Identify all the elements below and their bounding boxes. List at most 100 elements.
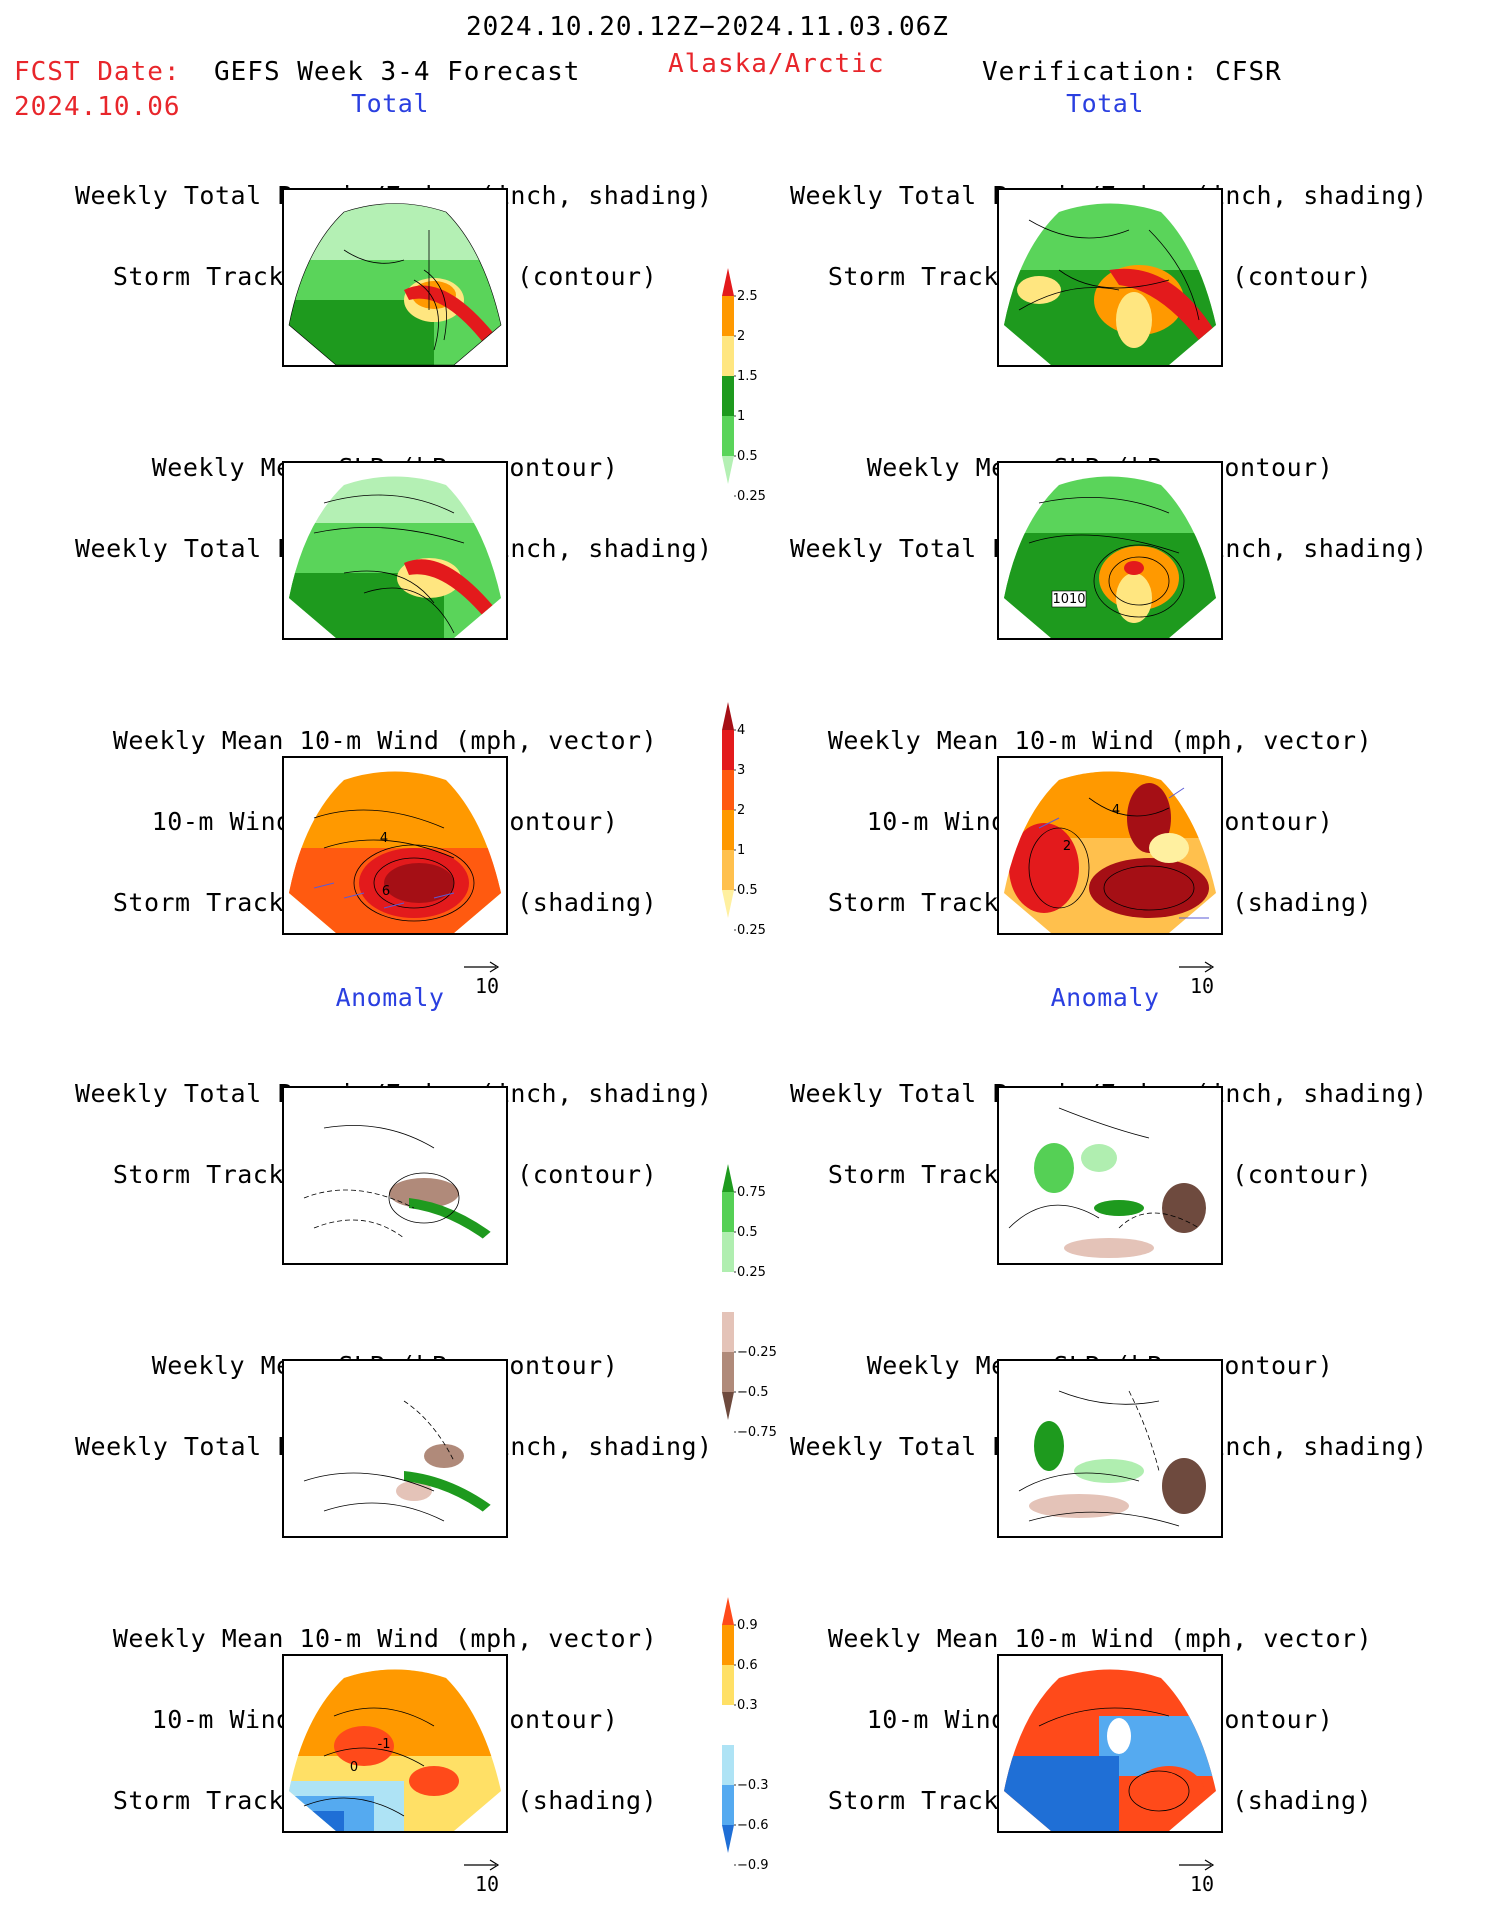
right-arrow-icon	[1179, 1859, 1215, 1871]
colorbar-swatch	[722, 1745, 734, 1785]
vector-reference-label: 10	[474, 1872, 500, 1896]
section-anomaly-right: Anomaly	[1050, 983, 1160, 1012]
right-arrow-icon	[464, 1859, 500, 1871]
colorbar-label: −0.6	[737, 1818, 769, 1833]
contour-lines	[1008, 1107, 1200, 1229]
colorbar-swatch	[722, 730, 734, 770]
vector-reference: 10	[1177, 960, 1237, 1000]
colorbar-label: 0.3	[737, 1698, 758, 1713]
map-canvas	[289, 476, 501, 638]
colorbar-label: 0.5	[737, 1225, 758, 1240]
map-canvas	[1004, 203, 1216, 365]
map-wind-total-verification: 4 2	[997, 756, 1223, 935]
map-wind-total-forecast: 4 6	[282, 756, 508, 935]
map-canvas: 4 2	[1004, 771, 1216, 933]
contour-lines	[303, 1707, 435, 1817]
wind-vectors	[1038, 787, 1209, 919]
contour-label: 4	[1112, 803, 1120, 818]
fcst-date-label: FCST Date:	[14, 57, 181, 87]
colorbar-swatch	[722, 850, 734, 890]
colorbar-svg: 0.75 0.5 0.25 −0.25 −0.5 −0.75	[722, 1164, 777, 1440]
contour-label: 6	[382, 884, 390, 899]
title-line: Weekly Mean 10-m Wind (mph, vector)	[827, 726, 1373, 755]
section-total-right: Total	[1066, 89, 1144, 118]
map-precip-anom-verification	[997, 1086, 1223, 1265]
colorbar-swatch	[722, 1352, 734, 1392]
map-canvas: 4 6	[289, 771, 501, 933]
contour-label: 2	[1063, 839, 1071, 854]
contour-label: 0	[350, 1760, 358, 1775]
colorbar-swatch	[722, 1705, 734, 1745]
colorbar-label: 2	[737, 329, 745, 344]
colorbar-label: 4	[737, 723, 745, 738]
map-slp-total-forecast	[282, 461, 508, 640]
map-canvas	[1004, 1669, 1216, 1831]
colorbar-label: 0.5	[737, 883, 758, 898]
colorbar-svg: 4 3 2 1 0.5 0.25	[722, 702, 766, 938]
vector-reference-label: 10	[474, 974, 500, 998]
map-slp-total-verification: 1010	[997, 461, 1223, 640]
section-total-left: Total	[351, 89, 429, 118]
colorbar-swatch	[722, 1272, 734, 1312]
map-precip-total-verification	[997, 188, 1223, 367]
colorbar-swatch	[722, 890, 734, 918]
colorbar-swatch	[722, 1785, 734, 1825]
colorbar-swatch	[722, 770, 734, 810]
colorbar-swatch	[722, 810, 734, 850]
contour-label: -1	[378, 1737, 391, 1752]
colorbar-swatch	[722, 456, 734, 484]
product-title: GEFS Week 3-4 Forecast	[214, 57, 581, 87]
colorbar-storm-total: 4 3 2 1 0.5 0.25	[718, 702, 788, 984]
fcst-date-value: 2024.10.06	[14, 92, 181, 122]
verification-label: Verification: CFSR	[982, 57, 1282, 87]
colorbar-swatch	[722, 702, 734, 730]
colorbar-swatch	[722, 1312, 734, 1352]
contour-label: 1010	[1052, 592, 1085, 607]
colorbar-swatch	[722, 416, 734, 456]
right-arrow-icon	[1179, 961, 1215, 973]
vector-reference: 10	[462, 960, 522, 1000]
contour-lines	[313, 494, 465, 634]
colorbar-swatch	[722, 1232, 734, 1272]
colorbar-swatch	[722, 1825, 734, 1853]
colorbar-swatch	[722, 1164, 734, 1192]
colorbar-label: 0.25	[737, 489, 766, 504]
title-line: Weekly Mean 10-m Wind (mph, vector)	[112, 726, 658, 755]
map-slp-anom-verification	[997, 1359, 1223, 1538]
colorbar-label: −0.5	[737, 1385, 769, 1400]
map-canvas	[289, 1374, 501, 1536]
map-canvas: 1010	[1004, 476, 1216, 638]
colorbar-label: 3	[737, 763, 745, 778]
map-canvas	[289, 1101, 501, 1263]
vector-reference: 10	[462, 1858, 522, 1898]
title-line: Weekly Mean 10-m Wind (mph, vector)	[827, 1624, 1373, 1653]
colorbar-precip-anomaly: 0.75 0.5 0.25 −0.25 −0.5 −0.75	[718, 1164, 788, 1446]
title-line: Weekly Mean 10-m Wind (mph, vector)	[112, 1624, 658, 1653]
contour-lines	[1028, 797, 1195, 911]
map-canvas	[1004, 1374, 1216, 1536]
colorbar-svg: 2.5 2 1.5 1 0.5 0.25	[722, 268, 766, 504]
vector-reference: 10	[1177, 1858, 1237, 1898]
map-canvas	[1004, 1101, 1216, 1263]
colorbar-label: −0.75	[737, 1425, 777, 1440]
valid-range-title: 2024.10.20.12Z−2024.11.03.06Z	[466, 12, 949, 42]
colorbar-label: 1	[737, 843, 745, 858]
colorbar-swatch	[722, 268, 734, 296]
map-wind-anom-verification	[997, 1654, 1223, 1833]
colorbar-label: 1.5	[737, 369, 758, 384]
colorbar-swatch	[722, 1392, 734, 1420]
contour-lines	[303, 1400, 455, 1522]
contour-lines	[303, 1125, 460, 1239]
colorbar-label: 0.5	[737, 449, 758, 464]
right-arrow-icon	[464, 961, 500, 973]
contour-label-box	[1051, 590, 1087, 608]
colorbar-label: 0.9	[737, 1618, 758, 1633]
colorbar-label: −0.3	[737, 1778, 769, 1793]
coastline-lines	[288, 203, 502, 365]
colorbar-svg: 0.9 0.6 0.3 −0.3 −0.6 −0.9	[722, 1597, 769, 1873]
colorbar-swatch	[722, 336, 734, 376]
colorbar-label: 0.6	[737, 1658, 758, 1673]
section-anomaly-left: Anomaly	[335, 983, 445, 1012]
map-precip-total-forecast	[282, 188, 508, 367]
region-title: Alaska/Arctic	[668, 49, 885, 79]
